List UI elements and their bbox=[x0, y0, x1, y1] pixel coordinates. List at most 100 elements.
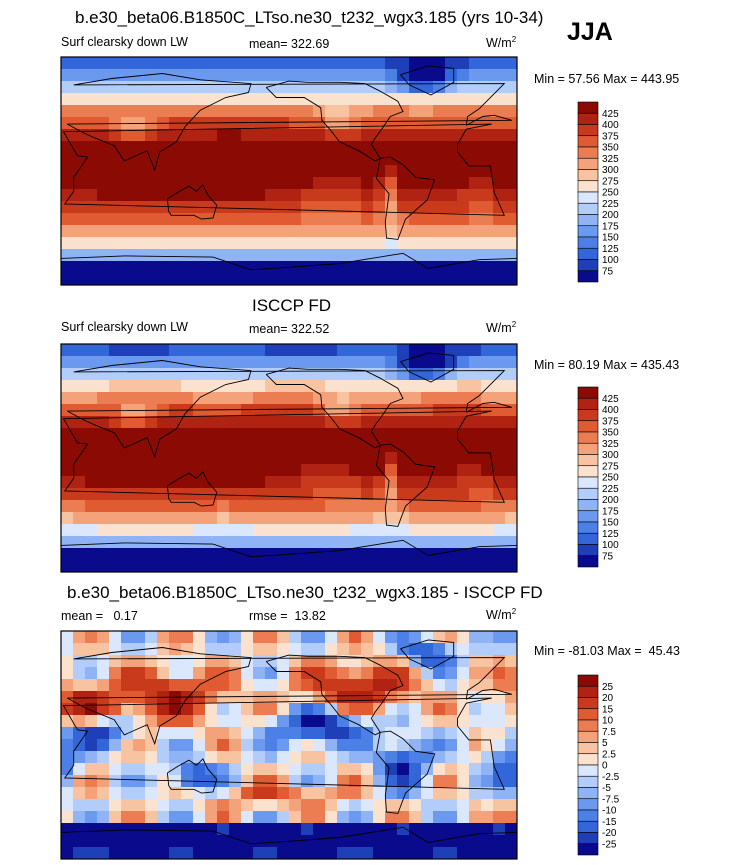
field-cell bbox=[169, 165, 182, 178]
field-cell bbox=[145, 129, 158, 142]
field-cell bbox=[445, 93, 458, 106]
field-cell bbox=[493, 524, 506, 537]
field-cell bbox=[265, 261, 278, 274]
field-cell bbox=[409, 380, 422, 393]
field-cell bbox=[433, 81, 446, 94]
field-cell bbox=[445, 249, 458, 262]
field-cell bbox=[289, 213, 302, 226]
colorbar-tick-label: 25 bbox=[602, 682, 614, 693]
field-cell bbox=[157, 643, 170, 656]
field-cell bbox=[277, 93, 290, 106]
field-cell bbox=[277, 811, 290, 824]
field-cell bbox=[61, 548, 74, 561]
field-cell bbox=[433, 261, 446, 274]
field-cell bbox=[301, 655, 314, 668]
field-cell bbox=[265, 380, 278, 393]
field-cell bbox=[109, 775, 122, 788]
field-cell bbox=[493, 631, 506, 644]
field-cell bbox=[481, 823, 494, 836]
map-frame bbox=[60, 343, 518, 573]
field-cell bbox=[241, 631, 254, 644]
field-cell bbox=[301, 81, 314, 94]
field-cell bbox=[61, 787, 74, 800]
colorbar-box bbox=[577, 236, 599, 249]
field-cell bbox=[229, 536, 242, 549]
field-cell bbox=[505, 488, 518, 501]
field-cell bbox=[73, 691, 86, 704]
field-cell bbox=[181, 344, 194, 357]
field-cell bbox=[445, 524, 458, 537]
field-cell bbox=[157, 727, 170, 740]
field-cell bbox=[385, 81, 398, 94]
field-cell bbox=[193, 237, 206, 250]
colorbar-box bbox=[577, 420, 599, 433]
field-cell bbox=[469, 416, 482, 429]
field-cell bbox=[373, 93, 386, 106]
field-cell bbox=[493, 213, 506, 226]
field-cell bbox=[241, 512, 254, 525]
field-cell bbox=[433, 787, 446, 800]
field-cell bbox=[301, 416, 314, 429]
field-cell bbox=[133, 105, 146, 118]
south-america-outline bbox=[375, 443, 436, 527]
field-cell bbox=[457, 93, 470, 106]
field-cell bbox=[325, 476, 338, 489]
field-cell bbox=[469, 727, 482, 740]
field-cell bbox=[253, 165, 266, 178]
field-cell bbox=[181, 560, 194, 573]
field-cell bbox=[505, 368, 518, 381]
field-cell bbox=[361, 727, 374, 740]
field-cell bbox=[289, 787, 302, 800]
field-cell bbox=[73, 356, 86, 369]
field-cell bbox=[385, 727, 398, 740]
field-cell bbox=[337, 105, 350, 118]
field-cell bbox=[433, 416, 446, 429]
field-cell bbox=[133, 679, 146, 692]
field-cell bbox=[265, 835, 278, 848]
field-cell bbox=[157, 667, 170, 680]
field-cell bbox=[469, 69, 482, 82]
field-cell bbox=[85, 512, 98, 525]
field-cell bbox=[289, 631, 302, 644]
field-cell bbox=[253, 69, 266, 82]
field-cell bbox=[505, 560, 518, 573]
field-cell bbox=[409, 835, 422, 848]
field-cell bbox=[229, 763, 242, 776]
field-cell bbox=[85, 560, 98, 573]
field-cell bbox=[397, 727, 410, 740]
field-cell bbox=[421, 560, 434, 573]
field-cell bbox=[469, 225, 482, 238]
field-cell bbox=[109, 488, 122, 501]
field-cell bbox=[445, 835, 458, 848]
field-cell bbox=[73, 476, 86, 489]
field-cell bbox=[445, 751, 458, 764]
colorbar-box bbox=[577, 180, 599, 193]
field-cell bbox=[481, 655, 494, 668]
field-cell bbox=[397, 237, 410, 250]
field-cell bbox=[253, 691, 266, 704]
field-cell bbox=[505, 643, 518, 656]
field-cell bbox=[337, 691, 350, 704]
field-cell bbox=[385, 751, 398, 764]
field-cell bbox=[217, 213, 230, 226]
field-cell bbox=[373, 536, 386, 549]
field-cell bbox=[397, 835, 410, 848]
field-cell bbox=[229, 153, 242, 166]
field-cell bbox=[481, 488, 494, 501]
field-cell bbox=[169, 775, 182, 788]
field-cell bbox=[169, 57, 182, 70]
field-cell bbox=[457, 679, 470, 692]
field-cell bbox=[241, 835, 254, 848]
field-cell bbox=[61, 153, 74, 166]
field-cell bbox=[265, 799, 278, 812]
field-cell bbox=[85, 835, 98, 848]
field-cell bbox=[433, 153, 446, 166]
field-cell bbox=[241, 237, 254, 250]
field-cell bbox=[145, 488, 158, 501]
field-cell bbox=[421, 835, 434, 848]
field-cell bbox=[241, 392, 254, 405]
field-cell bbox=[109, 165, 122, 178]
field-cell bbox=[85, 715, 98, 728]
field-cell bbox=[121, 105, 134, 118]
field-cell bbox=[97, 356, 110, 369]
